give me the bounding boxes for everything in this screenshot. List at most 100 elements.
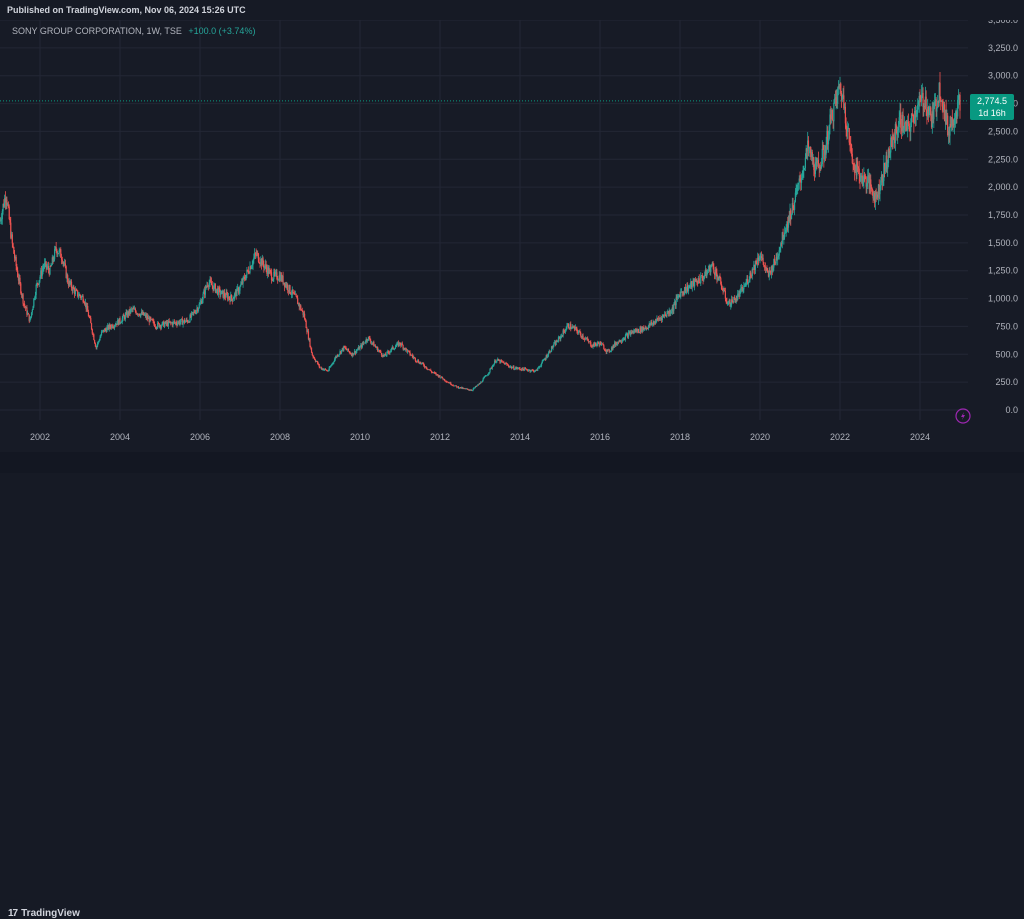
candle-body	[926, 110, 928, 117]
candle-body	[558, 337, 560, 338]
candle-body	[687, 286, 690, 292]
candle-body	[124, 316, 126, 319]
candle-body	[607, 349, 609, 351]
candle-body	[287, 290, 290, 292]
candle-body	[704, 275, 706, 278]
candle-body	[425, 366, 427, 369]
candle-body	[310, 347, 313, 353]
candle-body	[360, 344, 362, 347]
candle-body	[734, 298, 736, 303]
candle-body	[332, 362, 334, 364]
candle-body	[230, 294, 233, 299]
candle-body	[244, 276, 246, 280]
candle-body	[607, 349, 610, 351]
candle-body	[327, 370, 329, 372]
candle-body	[750, 275, 753, 277]
candle-body	[850, 144, 853, 154]
candle-body	[649, 323, 651, 326]
candle-body	[375, 346, 377, 348]
candle-body	[66, 275, 68, 278]
candle-body	[725, 298, 727, 302]
candle-body	[382, 354, 384, 357]
candle-body	[56, 249, 58, 255]
candle-body	[285, 283, 287, 288]
candle-body	[17, 277, 20, 281]
candle-body	[679, 294, 681, 297]
candle-body	[158, 323, 160, 328]
candle-body	[865, 176, 867, 187]
candle-body	[389, 351, 391, 353]
candle-body	[363, 342, 365, 344]
candle-body	[431, 372, 433, 374]
candle-body	[758, 258, 760, 261]
candle-body	[0, 219, 3, 221]
time-axis[interactable]: 2002 2004 2006 2008 2010 2012 2014 2016 2018 2020…	[30, 432, 930, 442]
candle-body	[270, 270, 272, 273]
candle-body	[288, 285, 290, 292]
candle-body	[841, 96, 843, 101]
candle-body	[597, 342, 599, 344]
candle-body	[887, 148, 890, 164]
y-tick-label: 3,250.0	[988, 43, 1018, 53]
candle-body	[930, 107, 932, 116]
candle-body	[827, 130, 829, 145]
y-tick-label: 750.0	[995, 321, 1018, 331]
candle-body	[760, 256, 762, 258]
candle-body	[552, 346, 554, 349]
candle-body	[40, 270, 43, 276]
candle-body	[534, 370, 536, 372]
candle-body	[117, 319, 119, 325]
candle-body	[506, 363, 508, 365]
candle-body	[482, 378, 484, 382]
candle-body	[334, 359, 336, 362]
candle-body	[729, 299, 731, 307]
candle-body	[324, 368, 326, 370]
candle-body	[807, 140, 810, 149]
chart-panel[interactable]: 0.0 250.0 500.0 750.0 1,000.0 1,250.0 1,500.0 1…	[0, 20, 1024, 452]
candle-body	[343, 345, 345, 351]
candle-body	[130, 308, 133, 310]
candle-body	[404, 347, 406, 350]
candle-body	[344, 345, 346, 348]
candle-body	[364, 342, 366, 344]
candle-body	[667, 311, 670, 314]
candle-body	[668, 310, 670, 314]
candle-body	[704, 269, 706, 276]
candle-body	[847, 128, 849, 133]
candle-body	[713, 267, 715, 273]
candle-body	[795, 190, 797, 193]
candle-body	[10, 222, 12, 238]
candle-body	[409, 351, 411, 355]
candle-body	[257, 253, 259, 254]
price-axis[interactable]: 0.0 250.0 500.0 750.0 1,000.0 1,250.0 1,500.0 1…	[988, 20, 1018, 415]
candle-body	[20, 293, 23, 296]
candle-body	[778, 250, 780, 256]
candle-body	[460, 387, 462, 389]
candle-body	[31, 309, 33, 313]
candle-body	[832, 120, 834, 122]
candle-body	[873, 192, 875, 199]
candle-body	[944, 104, 946, 121]
alert-icon[interactable]	[955, 408, 971, 424]
x-tick-label: 2006	[190, 432, 210, 442]
candle-body	[280, 274, 283, 281]
candle-body	[745, 281, 747, 286]
candle-body	[743, 285, 745, 290]
candle-body	[907, 121, 910, 124]
candle-body	[5, 199, 7, 203]
candle-body	[897, 130, 899, 136]
candle-body	[307, 331, 310, 340]
candle-body	[650, 322, 652, 326]
last-price-value: 2,774.5	[976, 96, 1008, 106]
candle-body	[228, 296, 230, 299]
price-chart[interactable]: 0.0 250.0 500.0 750.0 1,000.0 1,250.0 1,500.0 1…	[0, 20, 1024, 452]
candle-body	[420, 363, 423, 364]
candle-body	[152, 320, 154, 322]
candle-body	[329, 367, 331, 368]
candle-body	[410, 354, 412, 356]
candle-body	[616, 343, 618, 345]
tradingview-logo[interactable]: 17 TradingView	[8, 908, 80, 919]
candle-body	[290, 294, 293, 295]
candle-body	[234, 293, 236, 298]
candle-body	[426, 368, 428, 370]
